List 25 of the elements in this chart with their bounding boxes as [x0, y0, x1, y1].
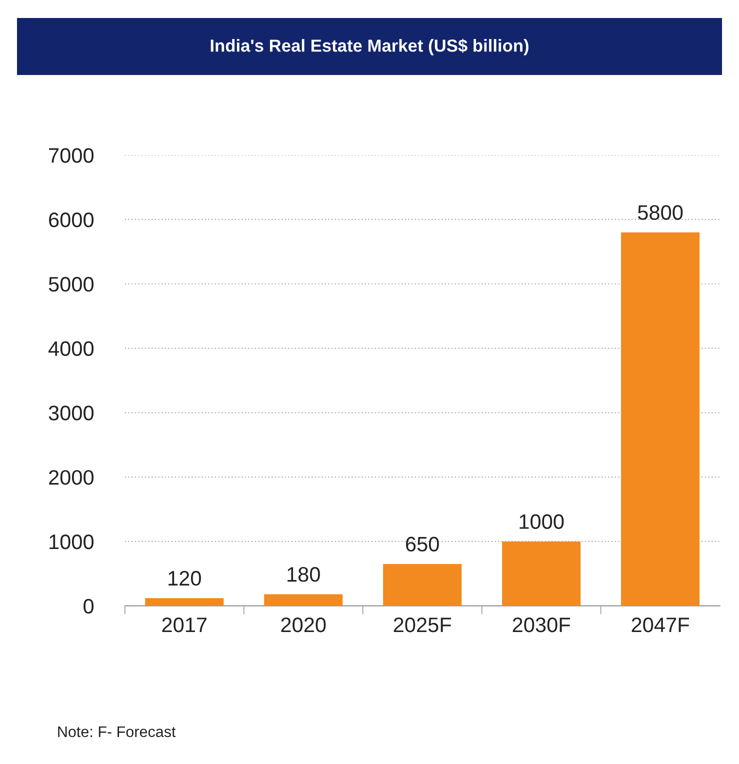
x-tick-label: 2017 — [162, 618, 207, 632]
bar — [383, 564, 462, 606]
x-tick-label: 2025F — [394, 618, 452, 632]
bar — [621, 232, 700, 606]
data-label: 180 — [288, 567, 320, 582]
y-tick-label: 4000 — [48, 341, 94, 356]
y-tick-label: 1000 — [50, 534, 94, 550]
bar — [502, 541, 581, 606]
x-tick-label: 2020 — [281, 618, 326, 632]
bar — [264, 594, 343, 606]
data-label: 5800 — [638, 205, 683, 220]
y-tick-label: 5000 — [48, 276, 94, 292]
x-tick-label: 2030F — [512, 618, 570, 632]
y-tick-label: 6000 — [49, 212, 94, 228]
y-tick-label: 7000 — [49, 148, 94, 163]
bar — [145, 598, 224, 606]
chart-title: India's Real Estate Market (US$ billion) — [210, 38, 528, 56]
text: Note: F- Forecast — [58, 726, 176, 738]
data-label: 1000 — [520, 514, 564, 530]
data-label: 120 — [168, 570, 201, 586]
y-tick-label: 0 — [84, 598, 94, 614]
y-tick-label: 3000 — [48, 406, 94, 420]
y-tick-label: 2000 — [49, 470, 94, 485]
data-label: 650 — [406, 536, 439, 552]
x-tick-label: 2047F — [632, 618, 689, 632]
